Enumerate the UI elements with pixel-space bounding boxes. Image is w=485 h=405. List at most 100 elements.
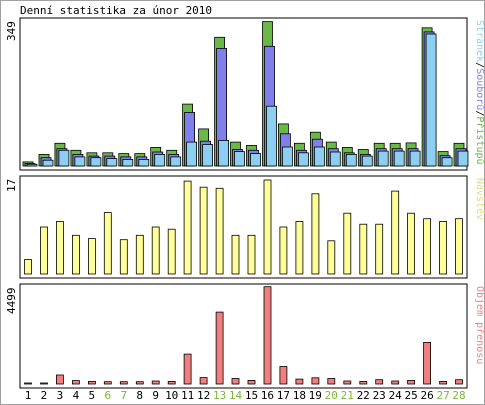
x-tick-26: 26 xyxy=(420,389,433,402)
series-label-volume: Objem přenosu xyxy=(474,286,485,364)
bar-visits-17 xyxy=(279,226,288,275)
bar-visits-23 xyxy=(375,223,384,275)
panel-frame-volume xyxy=(19,283,468,389)
bar-Stránek-23 xyxy=(377,150,389,167)
x-tick-11: 11 xyxy=(181,389,194,402)
x-tick-18: 18 xyxy=(293,389,306,402)
x-tick-20: 20 xyxy=(325,389,338,402)
bar-visits-2 xyxy=(40,226,48,275)
x-tick-8: 8 xyxy=(136,389,143,402)
bar-Stránek-8 xyxy=(138,158,150,167)
series-label-hits: Stránek/Souborů/Přístupů xyxy=(474,20,485,165)
bar-visits-28 xyxy=(455,218,463,275)
x-tick-13: 13 xyxy=(213,389,226,402)
bar-volume-12 xyxy=(199,377,208,385)
chart-title: Denní statistika za únor 2010 xyxy=(20,4,213,17)
bar-Stránek-11 xyxy=(186,141,198,167)
bar-volume-2 xyxy=(40,382,48,385)
bar-volume-20 xyxy=(327,378,336,385)
x-tick-17: 17 xyxy=(277,389,290,402)
bar-Stránek-17 xyxy=(281,146,293,167)
x-tick-12: 12 xyxy=(197,389,210,402)
bar-visits-8 xyxy=(135,234,144,275)
x-tick-27: 27 xyxy=(436,389,449,402)
bar-volume-5 xyxy=(88,380,96,385)
x-tick-24: 24 xyxy=(389,389,403,402)
panel-frame-visits xyxy=(19,175,468,279)
bar-visits-25 xyxy=(407,212,416,275)
bar-visits-20 xyxy=(327,240,336,275)
series-label-part: Návštěv xyxy=(474,178,485,220)
bar-Stránek-20 xyxy=(329,151,341,167)
bar-visits-15 xyxy=(247,234,256,275)
bar-Stránek-21 xyxy=(345,153,357,167)
bar-visits-10 xyxy=(167,228,176,275)
bar-Stránek-16 xyxy=(266,105,277,167)
bar-volume-10 xyxy=(167,380,176,385)
bar-volume-17 xyxy=(279,366,288,385)
x-tick-5: 5 xyxy=(88,389,95,402)
x-tick-6: 6 xyxy=(104,389,111,402)
bar-volume-25 xyxy=(407,379,416,385)
bar-visits-21 xyxy=(343,212,352,275)
bar-volume-3 xyxy=(56,374,64,385)
x-tick-2: 2 xyxy=(41,389,48,402)
x-tick-22: 22 xyxy=(357,389,370,402)
bar-volume-4 xyxy=(72,380,80,385)
y-max-label-hits: 349 xyxy=(5,21,18,41)
bar-volume-1 xyxy=(24,382,32,385)
bar-Stránek-24 xyxy=(393,150,405,167)
series-label-part: Stránek xyxy=(474,20,485,62)
x-tick-25: 25 xyxy=(404,389,417,402)
bar-Stránek-27 xyxy=(441,157,453,167)
x-tick-4: 4 xyxy=(73,389,80,402)
bar-Stránek-6 xyxy=(106,158,118,167)
bar-volume-18 xyxy=(295,378,304,385)
y-max-label-visits: 17 xyxy=(5,179,18,192)
bar-Stránek-5 xyxy=(90,157,102,167)
bar-Stránek-2 xyxy=(42,159,54,167)
bar-volume-14 xyxy=(231,378,240,385)
bar-visits-12 xyxy=(199,186,208,275)
series-label-part: / xyxy=(474,110,485,116)
bar-Stránek-18 xyxy=(297,152,309,167)
bar-Stránek-4 xyxy=(74,156,86,167)
x-tick-3: 3 xyxy=(57,389,64,402)
bar-visits-16 xyxy=(263,179,272,275)
bar-visits-1 xyxy=(24,259,32,275)
bar-visits-11 xyxy=(183,180,192,275)
bar-visits-3 xyxy=(56,221,64,275)
bar-Stránek-14 xyxy=(234,151,245,167)
bar-visits-7 xyxy=(119,239,128,275)
bar-visits-9 xyxy=(151,226,160,275)
x-tick-16: 16 xyxy=(261,389,274,402)
bar-Stránek-3 xyxy=(58,149,70,167)
bar-Stránek-7 xyxy=(122,158,134,167)
bar-volume-8 xyxy=(135,381,144,385)
bar-visits-22 xyxy=(359,223,368,275)
x-tick-7: 7 xyxy=(120,389,127,402)
bar-visits-6 xyxy=(103,212,112,275)
series-label-part: / xyxy=(474,62,485,68)
bar-Stránek-9 xyxy=(154,153,166,167)
series-label-part: Přístupů xyxy=(474,116,485,164)
bar-visits-14 xyxy=(231,234,240,275)
x-tick-21: 21 xyxy=(341,389,354,402)
x-tick-9: 9 xyxy=(152,389,159,402)
bar-Stránek-25 xyxy=(409,150,421,167)
bar-visits-18 xyxy=(295,221,304,275)
bar-volume-9 xyxy=(151,380,160,385)
bar-Stránek-10 xyxy=(170,156,182,167)
bar-volume-22 xyxy=(359,380,368,385)
x-tick-10: 10 xyxy=(165,389,178,402)
x-tick-23: 23 xyxy=(373,389,386,402)
bar-volume-26 xyxy=(423,341,432,385)
bar-visits-27 xyxy=(439,221,448,275)
x-tick-1: 1 xyxy=(25,389,32,402)
bar-volume-11 xyxy=(183,353,192,385)
bar-volume-21 xyxy=(343,380,352,385)
bar-volume-27 xyxy=(439,380,448,385)
x-tick-28: 28 xyxy=(452,389,465,402)
